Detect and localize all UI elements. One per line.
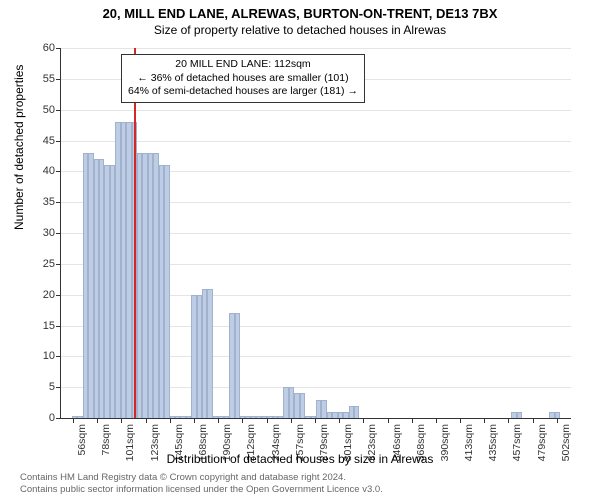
gridline: [61, 110, 571, 111]
annotation-box: 20 MILL END LANE: 112sqm ← 36% of detach…: [121, 54, 365, 103]
chart-container: 20, MILL END LANE, ALREWAS, BURTON-ON-TR…: [0, 0, 600, 500]
xtick-mark: [97, 418, 98, 423]
ytick-label: 15: [43, 320, 55, 332]
xtick-mark: [146, 418, 147, 423]
footer-line-1: Contains HM Land Registry data © Crown c…: [20, 472, 383, 484]
x-axis-label: Distribution of detached houses by size …: [0, 452, 600, 466]
ytick-label: 40: [43, 165, 55, 177]
histogram-bar: [300, 393, 305, 418]
ytick-mark: [56, 356, 61, 357]
xtick-mark: [363, 418, 364, 423]
xtick-mark: [412, 418, 413, 423]
xtick-mark: [315, 418, 316, 423]
ytick-mark: [56, 387, 61, 388]
xtick-mark: [267, 418, 268, 423]
annotation-line-2: ← 36% of detached houses are smaller (10…: [128, 72, 358, 86]
ytick-label: 5: [49, 381, 55, 393]
ytick-mark: [56, 264, 61, 265]
histogram-bar: [517, 412, 522, 418]
xtick-label: 78sqm: [100, 424, 112, 456]
ytick-label: 30: [43, 227, 55, 239]
ytick-mark: [56, 110, 61, 111]
ytick-label: 10: [43, 350, 55, 362]
gridline: [61, 141, 571, 142]
ytick-mark: [56, 171, 61, 172]
xtick-mark: [242, 418, 243, 423]
xtick-mark: [218, 418, 219, 423]
chart-subtitle: Size of property relative to detached ho…: [0, 21, 600, 37]
ytick-mark: [56, 141, 61, 142]
y-axis-label: Number of detached properties: [12, 65, 26, 230]
gridline: [61, 48, 571, 49]
ytick-label: 60: [43, 42, 55, 54]
ytick-mark: [56, 418, 61, 419]
xtick-mark: [73, 418, 74, 423]
ytick-mark: [56, 295, 61, 296]
footer-attribution: Contains HM Land Registry data © Crown c…: [20, 472, 383, 496]
histogram-bar: [164, 165, 169, 418]
ytick-mark: [56, 202, 61, 203]
xtick-label: 56sqm: [76, 424, 88, 456]
xtick-mark: [508, 418, 509, 423]
ytick-label: 45: [43, 135, 55, 147]
xtick-mark: [291, 418, 292, 423]
annotation-line-3: 64% of semi-detached houses are larger (…: [128, 85, 358, 99]
ytick-label: 35: [43, 196, 55, 208]
histogram-bar: [235, 313, 240, 418]
ytick-label: 55: [43, 73, 55, 85]
footer-line-2: Contains public sector information licen…: [20, 484, 383, 496]
chart-title: 20, MILL END LANE, ALREWAS, BURTON-ON-TR…: [0, 0, 600, 21]
ytick-label: 50: [43, 104, 55, 116]
xtick-mark: [121, 418, 122, 423]
xtick-mark: [339, 418, 340, 423]
ytick-label: 25: [43, 258, 55, 270]
ytick-mark: [56, 79, 61, 80]
ytick-label: 20: [43, 289, 55, 301]
xtick-mark: [557, 418, 558, 423]
xtick-mark: [194, 418, 195, 423]
xtick-mark: [484, 418, 485, 423]
histogram-bar: [354, 406, 359, 418]
xtick-mark: [533, 418, 534, 423]
annotation-line-1: 20 MILL END LANE: 112sqm: [128, 58, 358, 72]
marker-line: [134, 48, 136, 418]
xtick-mark: [436, 418, 437, 423]
ytick-mark: [56, 48, 61, 49]
xtick-mark: [460, 418, 461, 423]
plot-area: 20 MILL END LANE: 112sqm ← 36% of detach…: [60, 48, 571, 419]
xtick-mark: [170, 418, 171, 423]
xtick-mark: [388, 418, 389, 423]
ytick-mark: [56, 326, 61, 327]
ytick-label: 0: [49, 412, 55, 424]
ytick-mark: [56, 233, 61, 234]
histogram-bar: [207, 289, 212, 419]
